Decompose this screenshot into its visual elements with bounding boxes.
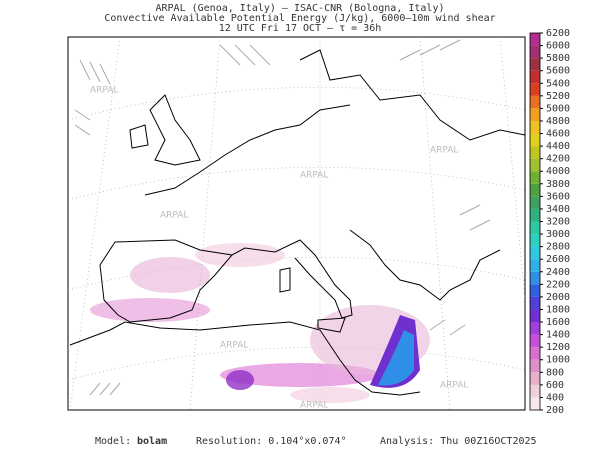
colorbar-band bbox=[530, 158, 540, 172]
colorbar-label: 2800 bbox=[546, 242, 570, 253]
colorbar-band bbox=[530, 309, 540, 323]
colorbar-label: 2600 bbox=[546, 254, 570, 265]
title-line: Convective Available Potential Energy (J… bbox=[104, 13, 495, 24]
colorbar-band bbox=[530, 45, 540, 59]
colorbar-band bbox=[530, 384, 540, 398]
colorbar-band bbox=[530, 221, 540, 235]
watermark: ARPAL bbox=[220, 341, 248, 351]
colorbar-label: 2400 bbox=[546, 267, 570, 278]
colorbar-band bbox=[530, 259, 540, 272]
colorbar-band bbox=[530, 58, 540, 71]
map: ARPAL ARPAL ARPAL ARPAL ARPAL ARPAL ARPA… bbox=[67, 36, 526, 411]
colorbar-label: 1400 bbox=[546, 330, 570, 341]
colorbar-label: 1600 bbox=[546, 317, 570, 328]
colorbar-label: 4000 bbox=[546, 166, 570, 177]
colorbar-label: 3600 bbox=[546, 191, 570, 202]
colorbar-label: 5400 bbox=[546, 78, 570, 89]
watermark: ARPAL bbox=[300, 401, 328, 411]
colorbar-label: 1200 bbox=[546, 342, 570, 353]
colorbar-label: 2000 bbox=[546, 292, 570, 303]
watermark: ARPAL bbox=[300, 171, 328, 181]
resolution: Resolution: 0.104°x0.074° bbox=[196, 436, 347, 447]
colorbar-label: 5600 bbox=[546, 66, 570, 77]
watermark: ARPAL bbox=[430, 146, 458, 156]
colorbar-band bbox=[530, 70, 540, 84]
colorbar-band bbox=[530, 359, 540, 373]
colorbar-band bbox=[530, 146, 540, 159]
colorbar-band bbox=[530, 372, 540, 385]
colorbar-label: 400 bbox=[546, 392, 564, 403]
title-line: 12 UTC Fri 17 OCT – τ = 36h bbox=[219, 23, 382, 34]
colorbar-band bbox=[530, 133, 540, 147]
map-frame bbox=[67, 36, 526, 411]
colorbar-label: 4200 bbox=[546, 154, 570, 165]
colorbar-label: 4800 bbox=[546, 116, 570, 127]
colorbar-band bbox=[530, 347, 540, 360]
colorbar-label: 5000 bbox=[546, 103, 570, 114]
colorbar-band bbox=[530, 334, 540, 348]
colorbar-label: 4400 bbox=[546, 141, 570, 152]
colorbar-label: 5800 bbox=[546, 53, 570, 64]
cape-shading bbox=[90, 243, 430, 403]
coastlines bbox=[69, 49, 526, 396]
colorbar-band bbox=[530, 83, 540, 96]
colorbar-band bbox=[530, 296, 540, 310]
colorbar-label: 600 bbox=[546, 380, 564, 391]
watermark: ARPAL bbox=[440, 381, 468, 391]
colorbar-label: 6200 bbox=[546, 28, 570, 39]
graticule bbox=[67, 36, 526, 411]
colorbar-label: 5200 bbox=[546, 91, 570, 102]
colorbar-band bbox=[530, 397, 540, 410]
colorbar-band bbox=[530, 284, 540, 297]
watermark: ARPAL bbox=[160, 211, 188, 221]
colorbar-label: 4600 bbox=[546, 129, 570, 140]
colorbar-label: 1000 bbox=[546, 355, 570, 366]
analysis: Analysis: Thu 00Z16OCT2025 bbox=[380, 436, 537, 447]
colorbar-band bbox=[530, 120, 540, 134]
colorbar-band bbox=[530, 108, 540, 121]
colorbar-label: 2200 bbox=[546, 279, 570, 290]
watermark: ARPAL bbox=[90, 86, 118, 96]
colorbar-label: 3800 bbox=[546, 179, 570, 190]
colorbar-label: 200 bbox=[546, 405, 564, 416]
colorbar-band bbox=[530, 183, 540, 197]
colorbar-band bbox=[530, 33, 540, 46]
colorbar-band bbox=[530, 322, 540, 335]
colorbar-label: 3200 bbox=[546, 217, 570, 228]
wind-barbs bbox=[74, 39, 491, 396]
colorbar-label: 800 bbox=[546, 367, 564, 378]
colorbar-band bbox=[530, 95, 540, 109]
model-name: bolam bbox=[137, 436, 167, 447]
colorbar-band bbox=[530, 171, 540, 184]
colorbar-band bbox=[530, 246, 540, 260]
title-line: ARPAL (Genoa, Italy) – ISAC-CNR (Bologna… bbox=[156, 3, 445, 14]
colorbar-label: 3400 bbox=[546, 204, 570, 215]
colorbar-band bbox=[530, 196, 540, 209]
colorbar-label: 6000 bbox=[546, 41, 570, 52]
colorbar-label: 1800 bbox=[546, 304, 570, 315]
colorbar-band bbox=[530, 271, 540, 285]
colorbar-band bbox=[530, 234, 540, 247]
footer-label: Model: bbox=[95, 436, 131, 447]
colorbar-band bbox=[530, 208, 540, 222]
colorbar-label: 3000 bbox=[546, 229, 570, 240]
